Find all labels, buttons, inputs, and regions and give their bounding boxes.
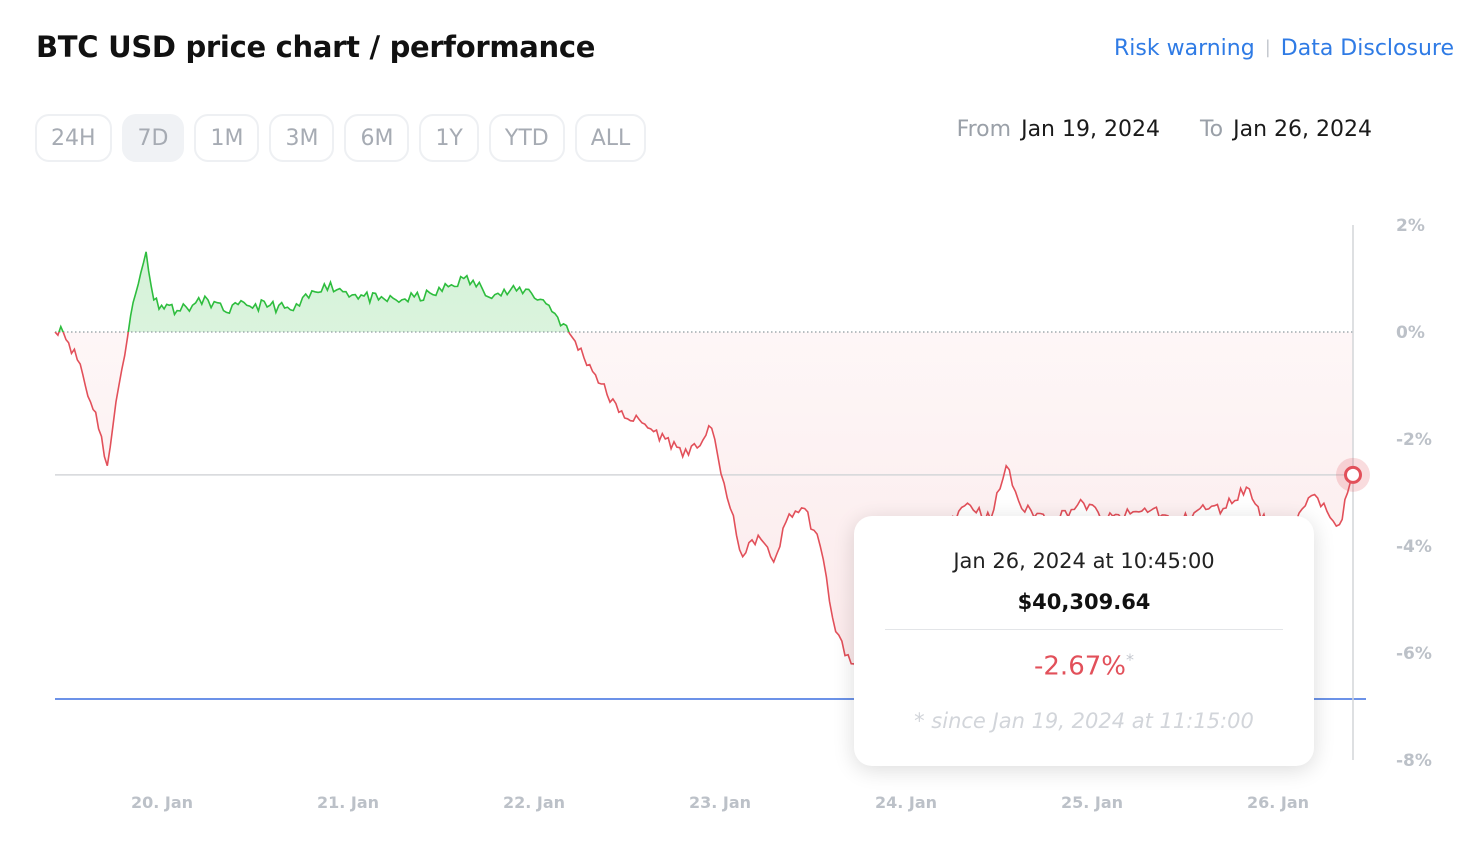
y-tick-label: 2% (1396, 216, 1425, 236)
header-links: Risk warning | Data Disclosure (1114, 36, 1454, 61)
to-date[interactable]: Jan 26, 2024 (1233, 117, 1372, 142)
tooltip-divider (885, 629, 1283, 630)
y-tick-label: -8% (1396, 751, 1432, 771)
link-separator: | (1264, 37, 1271, 58)
y-tick-label: -4% (1396, 537, 1432, 557)
range-ytd-button[interactable]: YTD (488, 114, 565, 162)
x-tick-label: 25. Jan (1061, 793, 1123, 812)
x-tick-label: 23. Jan (689, 793, 751, 812)
to-label: To (1199, 117, 1224, 142)
price-tooltip: Jan 26, 2024 at 10:45:00 $40,309.64 -2.6… (854, 516, 1314, 766)
range-7d-button[interactable]: 7D (121, 114, 185, 162)
tooltip-note: * since Jan 19, 2024 at 11:15:00 (914, 709, 1254, 733)
range-selector: 24H 7D 1M 3M 6M 1Y YTD ALL (35, 114, 647, 162)
positive-area (55, 251, 1353, 332)
range-1y-button[interactable]: 1Y (419, 114, 479, 162)
range-24h-button[interactable]: 24H (35, 114, 112, 162)
from-date[interactable]: Jan 19, 2024 (1021, 117, 1160, 142)
tooltip-date: Jan 26, 2024 at 10:45:00 (953, 549, 1215, 573)
range-6m-button[interactable]: 6M (344, 114, 410, 162)
page-title: BTC USD price chart / performance (36, 30, 596, 64)
price-line-negative (54, 332, 1354, 702)
tooltip-asterisk: * (1125, 650, 1134, 669)
tooltip-change: -2.67%* (854, 650, 1314, 682)
x-tick-label: 21. Jan (317, 793, 379, 812)
tooltip-change-value: -2.67% (1034, 651, 1126, 682)
x-tick-label: 22. Jan (503, 793, 565, 812)
negative-area (55, 332, 1353, 699)
risk-warning-link[interactable]: Risk warning (1114, 36, 1255, 61)
x-tick-label: 20. Jan (131, 793, 193, 812)
y-tick-label: -6% (1396, 644, 1432, 664)
range-all-button[interactable]: ALL (574, 114, 647, 162)
x-tick-label: 24. Jan (875, 793, 937, 812)
y-tick-label: -2% (1396, 430, 1432, 450)
current-point (1344, 465, 1362, 484)
range-3m-button[interactable]: 3M (269, 114, 335, 162)
tooltip-price: $40,309.64 (1017, 590, 1151, 614)
data-disclosure-link[interactable]: Data Disclosure (1280, 36, 1454, 61)
date-range: From Jan 19, 2024 To Jan 26, 2024 (957, 117, 1372, 142)
y-tick-label: 0% (1396, 323, 1425, 343)
from-label: From (956, 117, 1012, 142)
price-line-positive (55, 251, 570, 332)
x-tick-label: 26. Jan (1247, 793, 1309, 812)
range-1m-button[interactable]: 1M (194, 114, 260, 162)
